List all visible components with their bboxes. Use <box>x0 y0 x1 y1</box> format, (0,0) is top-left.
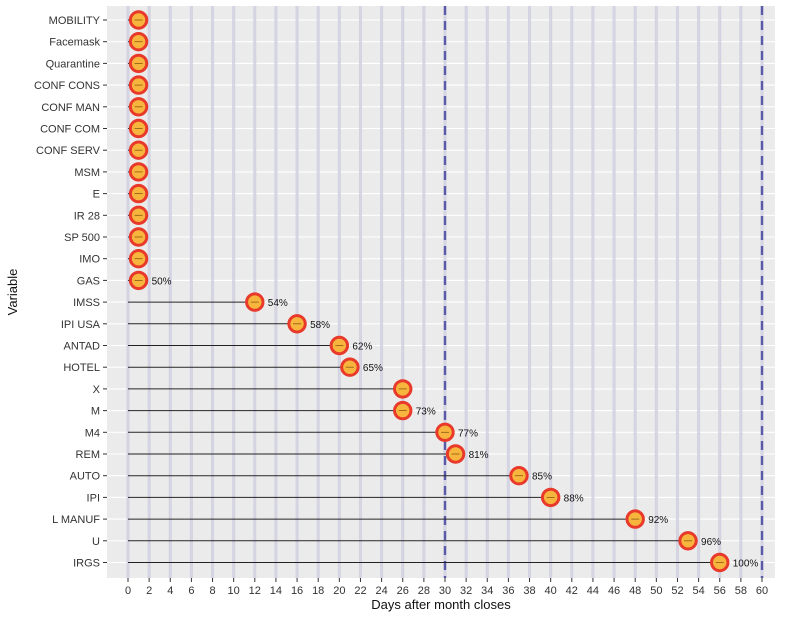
x-tick-label: 48 <box>629 585 641 597</box>
y-tick-label: MOBILITY <box>49 15 101 27</box>
x-tick-label: 4 <box>167 585 173 597</box>
x-axis: 0 2 4 6 8 10 12 14 16 18 20 22 24 26 28 30 32 34 36 38 40 42 4… <box>125 578 768 597</box>
x-tick-label: 54 <box>692 585 704 597</box>
y-tick-label: U <box>92 536 100 548</box>
y-tick-label: IRGS <box>73 558 100 570</box>
percent-label: 85% <box>532 472 552 483</box>
percent-label: 50% <box>152 276 172 287</box>
percent-label: 58% <box>310 320 330 331</box>
grid-layer <box>107 6 775 578</box>
x-tick-label: 0 <box>125 585 131 597</box>
segments-layer <box>128 19 720 563</box>
y-tick-label: REM <box>76 449 100 461</box>
x-tick-label: 38 <box>523 585 535 597</box>
percent-label: 96% <box>701 537 721 548</box>
y-tick-label: IMSS <box>73 297 100 309</box>
y-tick-label: X <box>93 384 101 396</box>
x-tick-label: 42 <box>566 585 578 597</box>
x-tick-label: 28 <box>418 585 430 597</box>
y-tick-label: HOTEL <box>63 362 100 374</box>
x-tick-label: 34 <box>481 585 493 597</box>
y-tick-label: CONF COM <box>40 124 100 136</box>
y-tick-label: ANTAD <box>64 341 101 353</box>
plot-panel <box>107 6 775 578</box>
x-tick-label: 56 <box>714 585 726 597</box>
x-tick-label: 22 <box>354 585 366 597</box>
x-tick-label: 36 <box>502 585 514 597</box>
x-tick-label: 50 <box>650 585 662 597</box>
y-tick-label: IPI USA <box>61 319 101 331</box>
y-tick-label: AUTO <box>70 471 101 483</box>
y-tick-label: MSM <box>74 167 100 179</box>
x-tick-label: 44 <box>587 585 599 597</box>
x-tick-label: 16 <box>291 585 303 597</box>
x-tick-label: 12 <box>249 585 261 597</box>
y-tick-label: GAS <box>77 275 100 287</box>
percent-label: 81% <box>469 450 489 461</box>
x-tick-label: 10 <box>228 585 240 597</box>
x-tick-label: 2 <box>146 585 152 597</box>
y-tick-label: SP 500 <box>64 232 100 244</box>
y-tick-label: CONF MAN <box>41 102 100 114</box>
x-tick-label: 14 <box>270 585 282 597</box>
y-tick-label: Quarantine <box>46 58 100 70</box>
percent-label: 54% <box>268 298 288 309</box>
y-tick-label: L MANUF <box>52 514 100 526</box>
markers-layer <box>128 10 730 573</box>
y-tick-label: IR 28 <box>74 210 100 222</box>
x-tick-label: 26 <box>397 585 409 597</box>
x-tick-label: 8 <box>209 585 215 597</box>
percent-label: 77% <box>458 428 478 439</box>
percent-label: 100% <box>733 559 759 570</box>
x-tick-label: 6 <box>188 585 194 597</box>
percent-label: 92% <box>648 515 668 526</box>
y-axis: MOBILITY Facemask Quarantine CONF CONS CONF … <box>34 15 107 570</box>
percent-label: 65% <box>363 363 383 374</box>
x-tick-label: 46 <box>608 585 620 597</box>
x-axis-title: Days after month closes <box>371 597 511 612</box>
percent-labels-layer: 50% 54% 58% 62% 65% 73% 77% 81% 85% 88% 92% 96% 100% <box>152 276 759 569</box>
y-tick-label: M <box>91 406 100 418</box>
x-tick-label: 30 <box>439 585 451 597</box>
y-tick-label: IMO <box>79 254 100 266</box>
x-tick-label: 40 <box>545 585 557 597</box>
x-tick-label: 20 <box>333 585 345 597</box>
y-tick-label: Facemask <box>49 37 100 49</box>
x-tick-label: 24 <box>375 585 387 597</box>
y-tick-label: IPI <box>87 492 100 504</box>
y-tick-label: E <box>93 189 100 201</box>
reference-lines <box>443 6 764 578</box>
percent-label: 62% <box>352 342 372 353</box>
x-tick-label: 52 <box>671 585 683 597</box>
y-tick-label: CONF CONS <box>34 80 100 92</box>
y-tick-label: CONF SERV <box>36 145 101 157</box>
percent-label: 88% <box>564 493 584 504</box>
x-tick-label: 58 <box>735 585 747 597</box>
percent-label: 73% <box>416 407 436 418</box>
y-axis-title: Variable <box>5 269 20 316</box>
x-tick-label: 60 <box>756 585 768 597</box>
x-tick-label: 32 <box>460 585 472 597</box>
x-tick-label: 18 <box>312 585 324 597</box>
y-tick-label: M4 <box>85 427 100 439</box>
